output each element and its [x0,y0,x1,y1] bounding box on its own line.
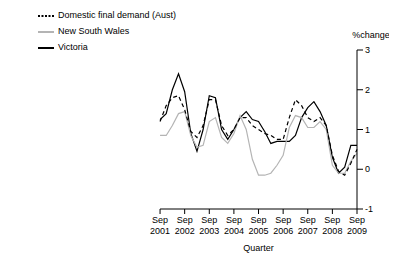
svg-text:3: 3 [365,45,370,55]
svg-text:Sep2006: Sep2006 [273,215,293,236]
svg-text:Sep2001: Sep2001 [150,215,170,236]
svg-text:Sep2004: Sep2004 [224,215,244,236]
svg-text:1: 1 [365,125,370,135]
svg-text:Sep2003: Sep2003 [199,215,219,236]
svg-text:Sep2008: Sep2008 [322,215,342,236]
svg-text:Quarter: Quarter [243,243,274,253]
svg-text:Sep2009: Sep2009 [347,215,367,236]
svg-text:Sep2005: Sep2005 [249,215,269,236]
svg-text:Sep2007: Sep2007 [298,215,318,236]
svg-text:-1: -1 [365,204,373,214]
html-text:New South Wales: New South Wales [58,26,130,37]
html-text:Victoria: Victoria [58,42,88,53]
svg-text:0: 0 [365,164,370,174]
svg-text:2: 2 [365,85,370,95]
svg-text:%change: %change [352,30,389,40]
svg-text:Sep2002: Sep2002 [175,215,195,236]
html-text:Domestic final demand (Aust): Domestic final demand (Aust) [58,10,176,21]
